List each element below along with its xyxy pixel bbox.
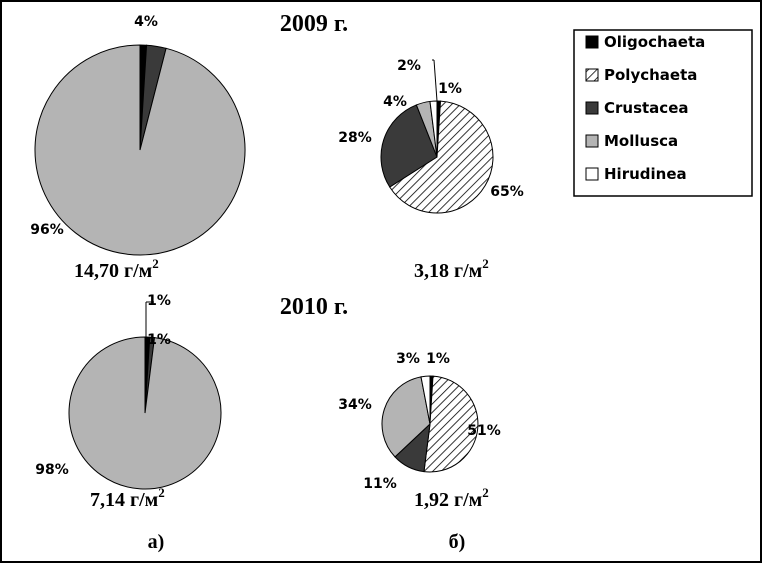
pie-slice-mollusca bbox=[68, 336, 222, 490]
legend-swatch-oligochaeta bbox=[585, 35, 599, 49]
pie-slice-hirudinea bbox=[420, 375, 431, 425]
slice-label-hirudinea: 2% bbox=[397, 58, 421, 74]
legend-label-oligochaeta: Oligochaeta bbox=[604, 33, 705, 51]
legend-swatch-mollusca bbox=[585, 134, 599, 148]
legend-label-crustacea: Crustacea bbox=[604, 99, 689, 117]
slice-label-hirudinea: 3% bbox=[396, 351, 420, 367]
panel-label-a: а) bbox=[148, 531, 165, 553]
slice-label-crustacea: 1% bbox=[147, 332, 171, 348]
legend-label-polychaeta: Polychaeta bbox=[604, 66, 697, 84]
legend-label-mollusca: Mollusca bbox=[604, 132, 678, 150]
slice-label-mollusca: 98% bbox=[35, 462, 69, 478]
caption-2009-a: 14,70 г/м2 bbox=[74, 256, 159, 282]
pie-2010-a: 1% 1% 98% bbox=[35, 293, 222, 490]
slice-label-polychaeta: 65% bbox=[490, 184, 524, 200]
slice-label-oligochaeta: 1% bbox=[147, 293, 171, 309]
legend-box bbox=[573, 29, 753, 197]
slice-label-oligochaeta: 1% bbox=[426, 351, 450, 367]
caption-2010-b: 1,92 г/м2 bbox=[414, 485, 489, 511]
year-title-2009: 2009 г. bbox=[280, 11, 348, 37]
pie-2009-a: 4% 96% bbox=[30, 14, 246, 256]
legend-swatch-crustacea bbox=[585, 101, 599, 115]
leader-line bbox=[433, 59, 438, 102]
slice-label-polychaeta: 51% bbox=[467, 423, 501, 439]
legend-label-hirudinea: Hirudinea bbox=[604, 165, 687, 183]
legend-swatch-polychaeta bbox=[585, 68, 599, 82]
caption-2010-a: 7,14 г/м2 bbox=[90, 485, 165, 511]
panel-label-b: б) bbox=[449, 531, 466, 553]
pie-slice-crustacea bbox=[380, 104, 438, 188]
slice-label-mollusca: 34% bbox=[338, 397, 372, 413]
slice-label-oligochaeta: 1% bbox=[438, 81, 462, 97]
pie-2009-b: 1% 65% 28% 4% 2% bbox=[338, 58, 524, 214]
legend-swatch-hirudinea bbox=[585, 167, 599, 181]
slice-label-crustacea: 4% bbox=[134, 14, 158, 30]
pie-2010-b: 1% 51% 11% 34% 3% bbox=[338, 351, 501, 492]
year-title-2010: 2010 г. bbox=[280, 294, 348, 320]
slice-label-crustacea: 11% bbox=[363, 476, 397, 492]
legend: Oligochaeta Polychaeta Crustacea Mollusca Hi… bbox=[573, 29, 753, 197]
pie-slice-polychaeta bbox=[423, 375, 479, 473]
pie-slice-polychaeta bbox=[389, 100, 494, 214]
slice-label-mollusca: 96% bbox=[30, 222, 64, 238]
caption-2009-b: 3,18 г/м2 bbox=[414, 256, 489, 282]
pie-slice-mollusca bbox=[34, 44, 246, 256]
slice-label-crustacea: 28% bbox=[338, 130, 372, 146]
pie-slice-mollusca bbox=[381, 376, 431, 458]
slice-label-mollusca: 4% bbox=[383, 94, 407, 110]
